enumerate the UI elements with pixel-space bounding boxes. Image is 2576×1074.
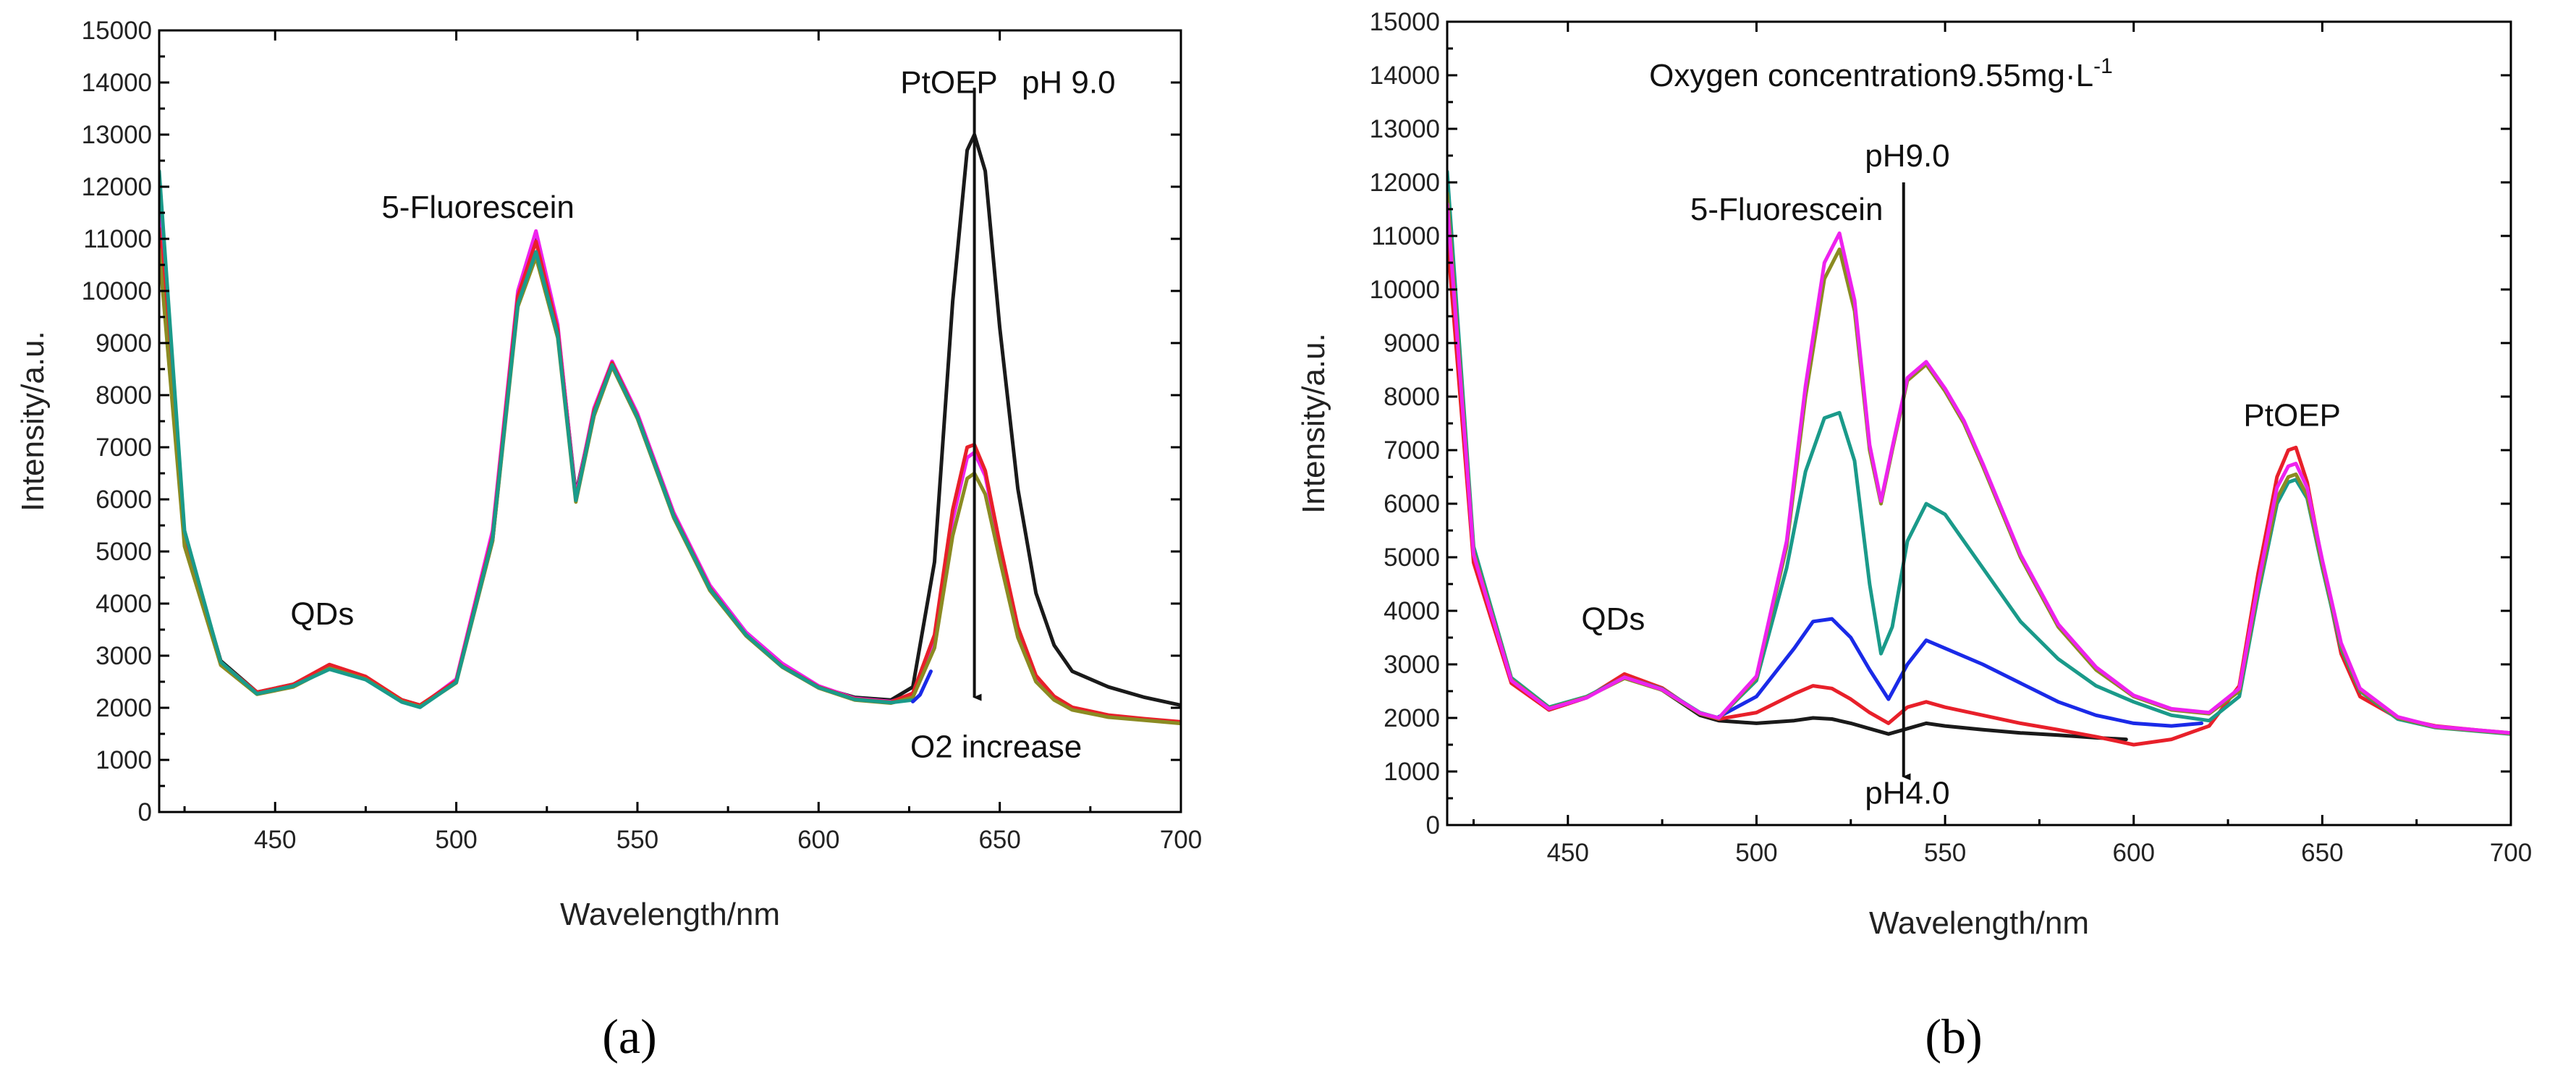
y-tick-label-b: 9000 [1384,329,1440,358]
x-tick-label-a: 450 [254,826,296,854]
x-tick-label-a: 650 [978,826,1020,854]
caption-b: (b) [1925,1009,1983,1064]
x-tick-label-b: 550 [1924,839,1966,867]
y-tick-label-b: 5000 [1384,544,1440,572]
annotation-ph-4-b: pH4.0 [1865,775,1949,811]
annotation-o2-increase: O2 increase [910,729,1082,764]
plot-frame-b [1446,20,2512,826]
y-tick-label-a: 5000 [96,538,152,566]
series-teal-a [159,169,915,709]
x-axis-title-b: Wavelength/nm [1869,905,2089,941]
x-tick-label-a: 550 [617,826,658,854]
x-tick-label-b: 450 [1547,839,1589,867]
annotation-fluorescein-a: 5-Fluorescein [381,190,575,225]
y-tick-label-a: 0 [138,798,152,826]
y-tick-label-a: 11000 [83,225,152,253]
series-group-a [159,132,1181,726]
y-tick-label-b: 12000 [1370,169,1440,197]
series-magenta-a [159,206,1181,724]
y-tick-label-b: 15000 [1370,8,1440,36]
annotation-qds-a: QDs [290,596,354,632]
y-tick-label-b: 14000 [1370,62,1440,90]
x-tick-label-a: 600 [797,826,839,854]
oxygen-concentration-text: Oxygen concentration9.55mg·L [1649,58,2093,93]
series-olive-b [1447,191,2511,735]
y-tick-label-a: 1000 [96,746,152,774]
annotation-fluorescein-b: 5-Fluorescein [1690,192,1884,227]
y-tick-label-b: 2000 [1384,704,1440,732]
y-tick-label-b: 11000 [1371,222,1440,250]
x-axis-title-a: Wavelength/nm [560,897,780,932]
caption-a: (a) [602,1009,657,1064]
y-tick-label-b: 10000 [1370,276,1440,304]
y-tick-label-b: 8000 [1384,383,1440,411]
y-axis-title-b: Intensity/a.u. [1296,333,1331,513]
series-red-a [159,227,1181,724]
y-tick-label-b: 13000 [1370,115,1440,143]
series-blue-b [1716,617,2204,728]
x-tick-label-b: 500 [1735,839,1777,867]
y-tick-label-a: 8000 [96,381,152,410]
y-tick-label-a: 10000 [82,277,152,305]
y-tick-label-a: 7000 [96,434,152,462]
plot-frame-a [158,29,1182,813]
y-tick-label-b: 7000 [1384,436,1440,465]
annotation-qds-b: QDs [1581,601,1645,637]
y-tick-label-b: 0 [1426,811,1440,840]
y-tick-label-b: 3000 [1384,651,1440,679]
chart-panel-b: 0 1000 2000 3000 4000 5000 6000 7000 8000 9000 100… [1296,8,2533,941]
x-tick-label-a: 700 [1160,826,1202,854]
y-tick-label-b: 4000 [1384,597,1440,625]
annotation-ptoep-b: PtOEP [2243,398,2341,434]
series-group-b [1447,169,2511,747]
y-tick-label-a: 15000 [82,17,152,45]
y-tick-label-a: 2000 [96,694,152,722]
ticks-a: 0 1000 2000 3000 4000 5000 6000 7000 8000 9000 100… [82,17,1203,854]
y-tick-label-a: 4000 [96,590,152,618]
annotation-oxygen-concentration: Oxygen concentration9.55mg·L-1 [1649,54,2113,93]
y-tick-label-a: 13000 [82,121,152,149]
x-tick-label-b: 700 [2490,839,2532,867]
x-tick-label-b: 650 [2301,839,2343,867]
y-tick-label-b: 6000 [1384,490,1440,518]
chart-panel-a: 0 1000 2000 3000 4000 5000 6000 7000 8000 9000 100… [15,17,1203,932]
y-tick-label-a: 6000 [96,486,152,514]
ticks-b: 0 1000 2000 3000 4000 5000 6000 7000 8000 9000 100… [1370,8,2533,867]
y-tick-label-a: 14000 [82,69,152,97]
y-tick-label-a: 9000 [96,329,152,358]
annotation-ph-9-a: pH 9.0 [1022,64,1116,100]
series-blue-a [911,669,933,703]
y-tick-label-b: 1000 [1384,758,1440,786]
x-tick-label-b: 600 [2113,839,2155,867]
y-tick-label-a: 12000 [82,173,152,201]
series-magenta-b [1447,202,2511,735]
y-axis-title-a: Intensity/a.u. [15,331,51,511]
oxygen-concentration-superscript: -1 [2093,54,2113,78]
y-tick-label-a: 3000 [96,642,152,670]
x-tick-label-a: 500 [435,826,477,854]
annotation-ph-9-b: pH9.0 [1865,138,1949,174]
annotation-ptoep-a: PtOEP [900,64,998,100]
